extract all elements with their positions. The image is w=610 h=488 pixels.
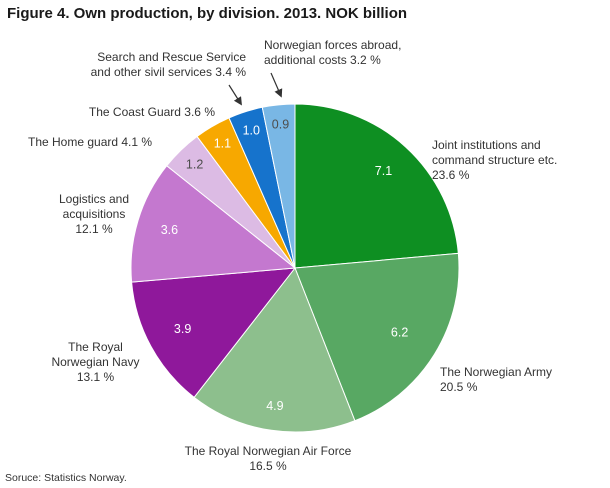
slice-value-3: 3.9	[174, 322, 191, 336]
slice-label-home-guard: The Home guard 4.1 %	[28, 135, 153, 149]
leader-arrow-0	[228, 84, 242, 106]
pie-slice-2	[193, 267, 356, 433]
pie-slice-1	[294, 252, 460, 422]
slice-value-4: 3.6	[161, 223, 178, 237]
slice-value-5: 1.2	[186, 157, 203, 171]
figure-title: Figure 4. Own production, by division. 2…	[7, 5, 408, 22]
slice-value-1: 6.2	[391, 326, 408, 340]
pie-slice-8	[261, 103, 296, 269]
slice-label-forces-abroad: Norwegian forces abroad, additional cost…	[264, 38, 402, 67]
leader-arrow-1	[270, 72, 283, 98]
slice-label-search-rescue: Search and Rescue Service and other sivi…	[90, 50, 246, 79]
slice-label-air-force: The Royal Norwegian Air Force 16.5 %	[184, 444, 352, 473]
source-note: Soruce: Statistics Norway.	[5, 472, 127, 484]
slice-label-navy: The Royal Norwegian Navy 13.1 %	[51, 340, 140, 384]
slice-value-8: 0.9	[272, 117, 289, 131]
slice-value-2: 4.9	[266, 399, 283, 413]
slice-value-6: 1.1	[214, 136, 231, 150]
pie-slice-0	[294, 103, 459, 269]
slice-label-joint-institutions: Joint institutions and command structure…	[432, 138, 558, 182]
slice-value-0: 7.1	[375, 164, 392, 178]
slice-value-7: 1.0	[243, 124, 260, 138]
slice-label-army: The Norwegian Army 20.5 %	[440, 365, 553, 394]
pie-slice-3	[131, 267, 297, 399]
slice-label-coast-guard: The Coast Guard 3.6 %	[88, 105, 215, 119]
slice-label-logistics: Logistics and acquisitions 12.1 %	[58, 192, 130, 236]
pie-slice-4	[130, 165, 297, 283]
